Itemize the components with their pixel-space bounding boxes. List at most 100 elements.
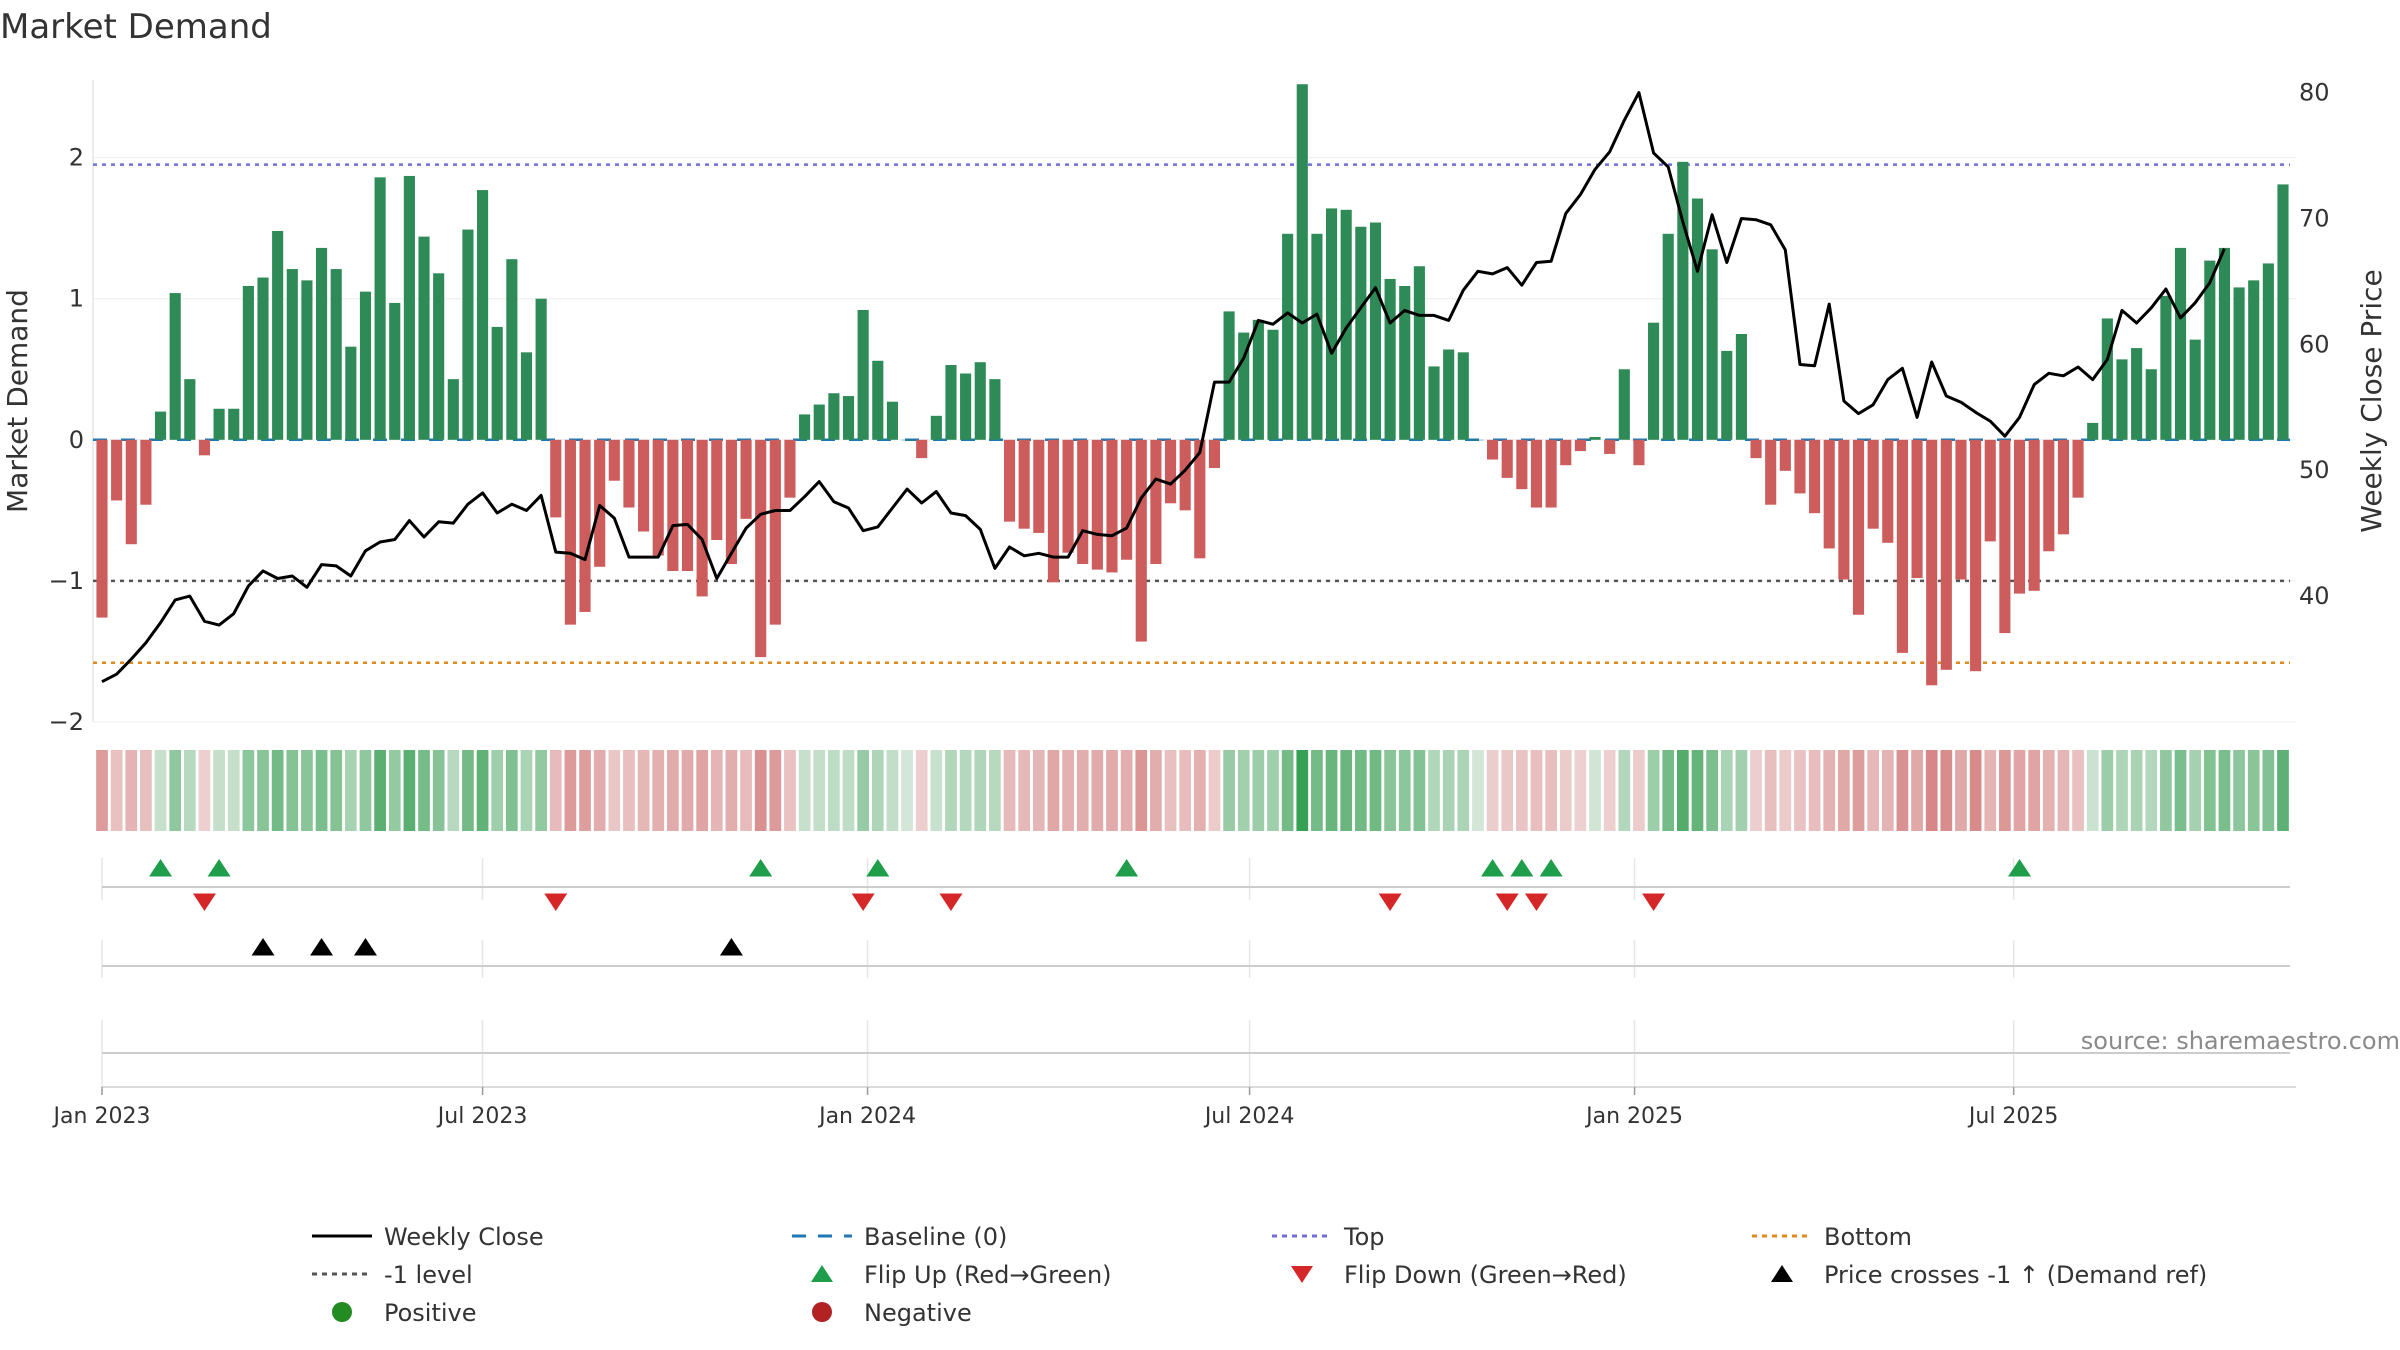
demand-bar (2145, 369, 2157, 440)
heat-strip-cell (1911, 750, 1923, 831)
left-tick-label: 0 (69, 426, 84, 454)
heat-strip-cell (1515, 750, 1528, 831)
demand-bar (1472, 439, 1484, 441)
heat-strip-cell (271, 750, 284, 831)
demand-bar (725, 439, 737, 564)
demand-bar (403, 175, 415, 440)
heat-strip-cell (593, 750, 606, 831)
left-tick-label: −2 (49, 708, 84, 736)
heat-strip-cell (2086, 750, 2099, 831)
demand-bar (1018, 439, 1030, 529)
demand-bar (1560, 439, 1572, 466)
heat-strip-cell (286, 750, 299, 831)
heat-strip-cell (1413, 750, 1426, 831)
demand-bar (1179, 439, 1191, 511)
demand-bar (1882, 439, 1894, 543)
legend-label: Price crosses -1 ↑ (Demand ref) (1824, 1261, 2207, 1289)
demand-bar (1765, 439, 1777, 505)
heat-strip-cell (871, 750, 884, 831)
legend-swatch (1771, 1265, 1793, 1282)
demand-bar (389, 302, 401, 440)
heat-strip-cell (930, 750, 943, 831)
demand-bar (2057, 439, 2069, 535)
heat-strip-cell (1940, 750, 1953, 831)
heat-strip-cell (1896, 750, 1909, 831)
heat-strip-cell (652, 750, 665, 831)
heat-strip-cell (1574, 750, 1587, 831)
demand-bar (1750, 439, 1762, 459)
legend-item: Weekly Close (312, 1223, 544, 1251)
demand-bar (2028, 439, 2040, 591)
demand-bar (1662, 233, 1674, 440)
heat-strip-cell (1501, 750, 1514, 831)
heat-strip-cell (667, 750, 679, 831)
demand-bar (374, 177, 386, 440)
heat-strip-cell (564, 750, 577, 831)
demand-bar (1545, 439, 1557, 508)
heat-strip-cell (506, 750, 518, 831)
demand-bar (1369, 222, 1382, 440)
demand-bar (2174, 247, 2187, 440)
flip-up-marker (149, 859, 173, 877)
demand-bar (316, 247, 328, 440)
weekly-close-layer (101, 91, 2226, 684)
demand-bar (1033, 439, 1045, 533)
demand-bar (1706, 249, 1718, 440)
heat-strip-cell (1442, 750, 1455, 831)
heat-strip-cell (462, 750, 474, 831)
heat-strip-cell (1354, 750, 1367, 831)
heat-strip-cell (110, 750, 123, 831)
heat-strip-cell (1984, 750, 1997, 831)
main-plot: 2 1 0 −1 −2 80 70 60 50 40 Market Demand Weekly … (1, 79, 2388, 736)
heat-strip-cell (696, 750, 708, 831)
demand-bar (1926, 439, 1938, 686)
legend-label: Negative (864, 1299, 972, 1327)
demand-bar (857, 309, 869, 440)
demand-bar (242, 286, 254, 440)
heat-strip-cell (974, 750, 987, 831)
flip-down-marker (1378, 893, 1402, 911)
legend-label: Flip Up (Red→Green) (864, 1261, 1112, 1289)
demand-bar (769, 439, 781, 625)
heat-strip-cell (1311, 750, 1323, 831)
heat-strip-cell (2013, 750, 2026, 831)
source-label: source: sharemaestro.com (2081, 1027, 2400, 1055)
legend-swatch (1291, 1266, 1313, 1283)
demand-bar (506, 259, 518, 440)
demand-bar (2087, 422, 2099, 440)
demand-bar (652, 439, 664, 556)
demand-bar (564, 439, 576, 625)
heat-strip-cell (2028, 750, 2041, 831)
heat-strip-cell (1062, 750, 1074, 831)
heat-strip-cell (1735, 750, 1748, 831)
right-tick-label: 50 (2299, 456, 2330, 484)
heat-strip-cell (1325, 750, 1338, 831)
heat-strip-cell (1955, 750, 1967, 831)
demand-bar (1428, 366, 1440, 440)
demand-bar (2072, 439, 2084, 498)
heat-strip-cell (1589, 750, 1601, 831)
event-rows: Jan 2023 Jul 2023 Jan 2024 Jul 2024 Jan 2025… (52, 858, 2400, 1129)
demand-bar (1618, 369, 1630, 440)
demand-bar (184, 379, 196, 440)
demand-bar (477, 190, 489, 440)
demand-bar (1735, 333, 1747, 440)
demand-bar (1852, 439, 1865, 615)
heat-strip-cell (476, 750, 489, 831)
heat-strip-cell (359, 750, 372, 831)
demand-bar (1164, 439, 1177, 504)
heat-strip-cell (1369, 750, 1382, 831)
left-y-label: Market Demand (1, 289, 34, 513)
demand-bar (784, 439, 796, 498)
demand-bar (1779, 439, 1791, 471)
demand-bar (974, 362, 986, 440)
demand-bar (1691, 198, 1704, 440)
demand-bar (755, 439, 767, 658)
demand-bar (2233, 287, 2245, 440)
heat-strip-cell (213, 750, 225, 831)
right-y-label: Weekly Close Price (2355, 269, 2388, 532)
heat-strip-cell (315, 750, 328, 831)
demand-bar (1267, 329, 1279, 440)
demand-bar (169, 293, 181, 440)
heat-strip-cell (1252, 750, 1265, 831)
